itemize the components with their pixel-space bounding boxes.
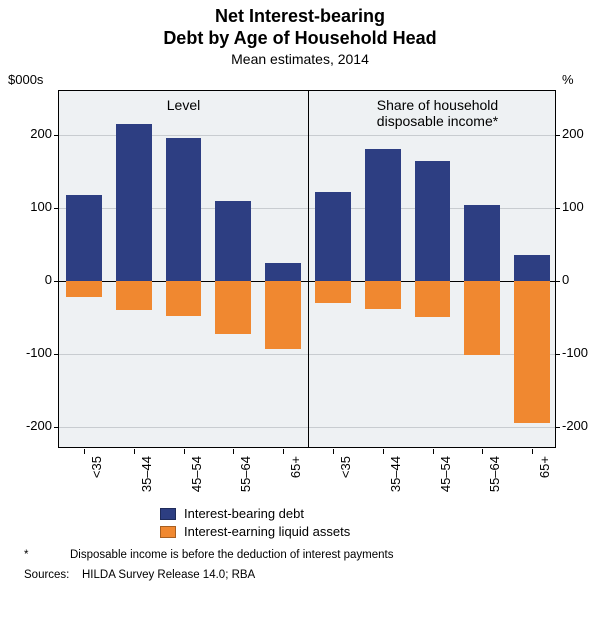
y-unit-left: $000s: [8, 72, 43, 87]
x-category-label: 55–64: [487, 456, 502, 512]
y-tick-left: 100: [0, 199, 52, 214]
bar-debt: [315, 192, 351, 281]
legend-swatch: [160, 526, 176, 538]
chart-title: Net Interest-bearing Debt by Age of Hous…: [0, 0, 600, 49]
bar-debt: [66, 195, 102, 281]
panel-label: Share of householddisposable income*: [328, 97, 547, 129]
x-category-label: 65+: [537, 456, 552, 512]
x-category-label: 35–44: [139, 456, 154, 512]
chart-container: Net Interest-bearing Debt by Age of Hous…: [0, 0, 600, 619]
legend-swatch: [160, 508, 176, 520]
bar-assets: [166, 281, 202, 316]
y-tick-right: -100: [562, 345, 588, 360]
bar-debt: [116, 124, 152, 281]
bar-debt: [464, 205, 500, 281]
bar-assets: [365, 281, 401, 309]
bar-assets: [415, 281, 451, 318]
y-tick-right: 0: [562, 272, 569, 287]
sources-text: HILDA Survey Release 14.0; RBA: [82, 568, 255, 584]
legend-item: Interest-earning liquid assets: [160, 524, 350, 539]
bar-assets: [464, 281, 500, 356]
bar-assets: [514, 281, 550, 423]
sources-label: Sources:: [24, 568, 82, 584]
bar-debt: [415, 161, 451, 281]
title-line2: Debt by Age of Household Head: [163, 28, 436, 48]
bar-assets: [116, 281, 152, 310]
y-unit-right: %: [562, 72, 574, 87]
bar-assets: [315, 281, 351, 303]
bar-assets: [66, 281, 102, 297]
bar-debt: [215, 201, 251, 281]
y-tick-right: -200: [562, 418, 588, 433]
chart-plot-area: Level Share of householddisposable income…: [58, 90, 556, 448]
x-category-label: 35–44: [388, 456, 403, 512]
x-category-label: 45–54: [438, 456, 453, 512]
y-tick-left: -200: [0, 418, 52, 433]
bar-assets: [265, 281, 301, 349]
panel-divider: [308, 91, 309, 447]
y-tick-left: 0: [0, 272, 52, 287]
x-category-label: <35: [89, 456, 104, 512]
gridline: [59, 427, 555, 428]
bar-debt: [365, 149, 401, 281]
bar-debt: [514, 255, 550, 281]
y-tick-left: -100: [0, 345, 52, 360]
y-tick-left: 200: [0, 126, 52, 141]
x-category-label: <35: [338, 456, 353, 512]
footnote-marker: *: [24, 548, 70, 564]
bar-assets: [215, 281, 251, 334]
bar-debt: [166, 138, 202, 280]
bar-debt: [265, 263, 301, 281]
x-category-label: 65+: [288, 456, 303, 512]
chart-subtitle: Mean estimates, 2014: [0, 49, 600, 71]
footnote-text: Disposable income is before the deductio…: [70, 548, 393, 564]
x-category-label: 55–64: [238, 456, 253, 512]
y-tick-right: 200: [562, 126, 584, 141]
panel-label: Level: [144, 97, 224, 113]
x-category-label: 45–54: [189, 456, 204, 512]
y-tick-right: 100: [562, 199, 584, 214]
title-line1: Net Interest-bearing: [215, 6, 385, 26]
legend-label: Interest-earning liquid assets: [184, 524, 350, 539]
footnote: *Disposable income is before the deducti…: [24, 548, 580, 583]
